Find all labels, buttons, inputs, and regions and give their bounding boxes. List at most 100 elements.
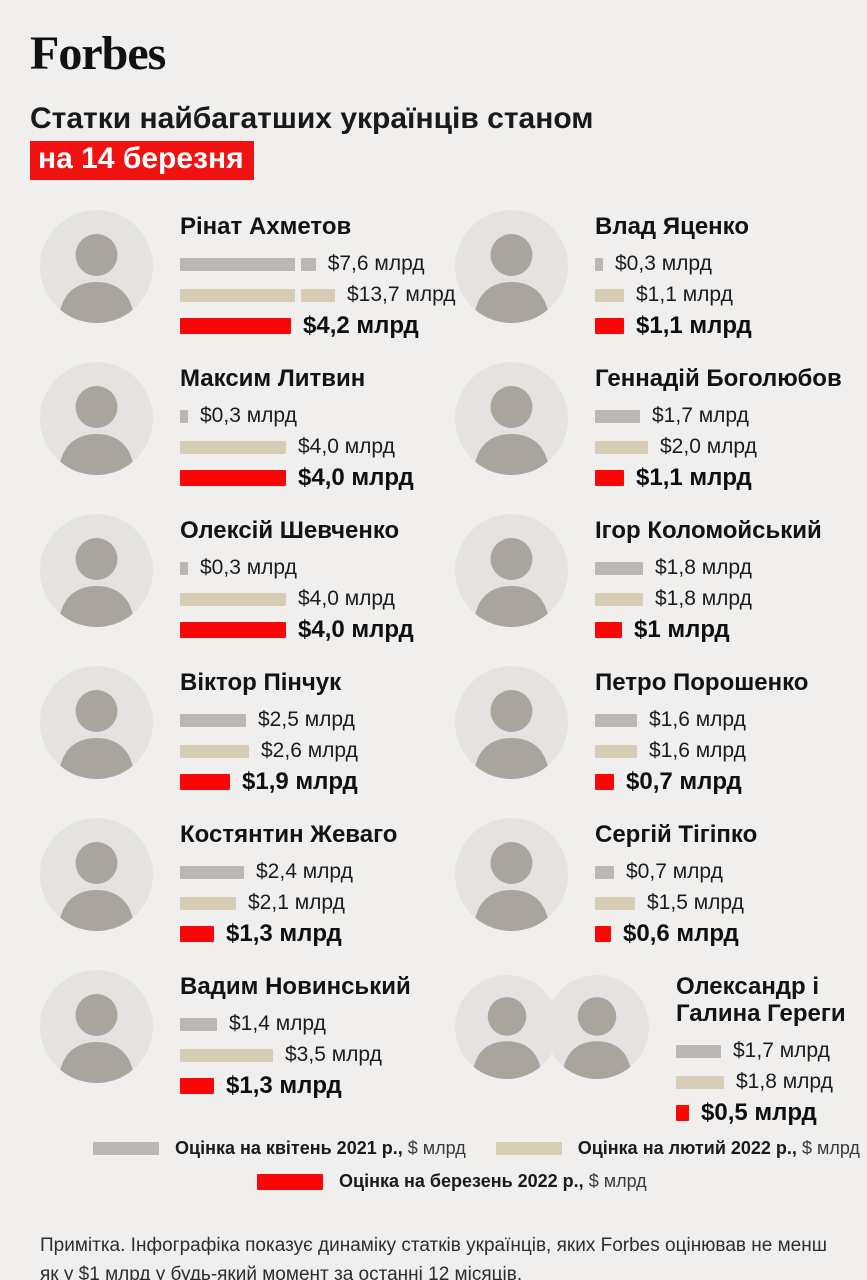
legend-unit: $ млрд xyxy=(407,1138,466,1158)
person-name: Геннадій Боголюбов xyxy=(595,365,842,392)
wealth-bars: $1,7 млрд $1,8 млрд $0,5 млрд xyxy=(676,1036,846,1129)
wealth-bar xyxy=(595,561,643,575)
wealth-value: $1,8 млрд xyxy=(655,587,752,611)
wealth-value: $4,0 млрд xyxy=(298,616,414,644)
wealth-bar-row: $4,0 млрд xyxy=(180,432,414,463)
person-card: Віктор Пінчук $2,5 млрд $2,6 млрд $1,9 млр… xyxy=(40,666,455,818)
legend-unit: $ млрд xyxy=(801,1138,860,1158)
wealth-bar-row: $2,1 млрд xyxy=(180,888,397,919)
person-info: Олександр і Галина Гереги $1,7 млрд $1,8 … xyxy=(676,970,846,1129)
wealth-value: $13,7 млрд xyxy=(347,283,456,307)
wealth-bar-row: $1,3 млрд xyxy=(180,919,397,950)
person-info: Максим Литвин $0,3 млрд $4,0 млрд $4,0 млр… xyxy=(180,362,414,494)
wealth-bar-overflow xyxy=(301,257,316,271)
person-card: Максим Литвин $0,3 млрд $4,0 млрд $4,0 млр… xyxy=(40,362,455,514)
avatar-photo xyxy=(40,514,153,627)
forbes-logo: Forbes xyxy=(30,27,166,80)
legend-item: Оцінка на березень 2022 р., $ млрд xyxy=(257,1171,647,1192)
wealth-bar-row: $1,8 млрд xyxy=(595,553,822,584)
wealth-bar-row: $1,6 млрд xyxy=(595,736,808,767)
person-card: Сергій Тігіпко $0,7 млрд $1,5 млрд $0,6 мл… xyxy=(455,818,867,970)
avatar-group xyxy=(40,666,153,779)
wealth-bar-row: $4,0 млрд xyxy=(180,584,414,615)
wealth-bar-row: $1,9 млрд xyxy=(180,767,358,798)
wealth-bar-row: $0,3 млрд xyxy=(180,553,414,584)
legend-row-1: Оцінка на квітень 2021 р., $ млрд Оцінка н… xyxy=(93,1132,867,1165)
wealth-value: $1,3 млрд xyxy=(226,920,342,948)
wealth-bar xyxy=(595,744,637,758)
person-card: Геннадій Боголюбов $1,7 млрд $2,0 млрд $1,… xyxy=(455,362,867,514)
legend-swatch xyxy=(257,1173,323,1190)
person-name: Костянтин Жеваго xyxy=(180,821,398,848)
wealth-bar-row: $0,5 млрд xyxy=(676,1098,846,1129)
wealth-bar xyxy=(676,1105,689,1122)
wealth-bars: $2,5 млрд $2,6 млрд $1,9 млрд xyxy=(180,705,358,798)
avatar-group xyxy=(40,362,153,475)
wealth-value: $0,7 млрд xyxy=(626,860,723,884)
wealth-bar xyxy=(180,1017,217,1031)
wealth-value: $1,4 млрд xyxy=(229,1012,326,1036)
person-name: Віктор Пінчук xyxy=(180,669,342,696)
legend-swatch xyxy=(495,1142,562,1155)
wealth-value: $1,1 млрд xyxy=(636,464,752,492)
legend-item: Оцінка на лютий 2022 р., $ млрд xyxy=(495,1138,860,1159)
wealth-value: $1,7 млрд xyxy=(733,1039,830,1063)
person-card: Петро Порошенко $1,6 млрд $1,6 млрд $0,7 м… xyxy=(455,666,867,818)
wealth-value: $0,7 млрд xyxy=(626,768,742,796)
legend-swatch xyxy=(93,1142,159,1155)
wealth-bar xyxy=(676,1075,724,1089)
legend-label: Оцінка на квітень 2021 р., xyxy=(175,1138,403,1158)
wealth-value: $1,8 млрд xyxy=(655,556,752,580)
wealth-bars: $2,4 млрд $2,1 млрд $1,3 млрд xyxy=(180,857,397,950)
wealth-value: $1,1 млрд xyxy=(636,312,752,340)
legend: Оцінка на квітень 2021 р., $ млрд Оцінка н… xyxy=(93,1132,867,1198)
wealth-bar xyxy=(180,1078,214,1095)
avatar-group xyxy=(455,362,568,475)
wealth-bar xyxy=(180,774,230,791)
wealth-value: $7,6 млрд xyxy=(327,252,425,276)
wealth-bar xyxy=(595,257,603,271)
wealth-bars: $0,3 млрд $4,0 млрд $4,0 млрд xyxy=(180,401,414,494)
avatar-group xyxy=(40,210,153,323)
wealth-value: $2,5 млрд xyxy=(258,708,355,732)
wealth-value: $0,3 млрд xyxy=(200,404,297,428)
legend-unit: $ млрд xyxy=(588,1171,647,1191)
wealth-bar xyxy=(595,318,624,335)
wealth-bar xyxy=(180,440,286,454)
wealth-bar-row: $0,3 млрд xyxy=(595,249,752,280)
wealth-bars: $0,3 млрд $4,0 млрд $4,0 млрд xyxy=(180,553,414,646)
wealth-bar xyxy=(180,744,249,758)
person-card: Влад Яценко $0,3 млрд $1,1 млрд $1,1 млрд xyxy=(455,210,867,362)
wealth-value: $4,0 млрд xyxy=(298,587,395,611)
wealth-value: $1,6 млрд xyxy=(649,739,746,763)
wealth-bar xyxy=(180,896,236,910)
wealth-value: $4,2 млрд xyxy=(303,312,419,340)
wealth-bar xyxy=(180,865,244,879)
wealth-value: $1,7 млрд xyxy=(652,404,749,428)
wealth-bars: $1,4 млрд $3,5 млрд $1,3 млрд xyxy=(180,1009,411,1102)
person-name: Сергій Тігіпко xyxy=(595,821,758,848)
wealth-bar xyxy=(676,1044,721,1058)
wealth-value: $1,3 млрд xyxy=(226,1072,342,1100)
wealth-bar xyxy=(180,318,291,335)
wealth-bars: $7,6 млрд $13,7 млрд $4,2 млрд xyxy=(180,249,456,342)
wealth-bar-row: $2,6 млрд xyxy=(180,736,358,767)
wealth-bar-row: $1 млрд xyxy=(595,615,822,646)
wealth-bar xyxy=(180,926,214,943)
wealth-bar xyxy=(180,561,188,575)
wealth-bar-row: $1,6 млрд xyxy=(595,705,808,736)
person-info: Олексій Шевченко $0,3 млрд $4,0 млрд $4,0 … xyxy=(180,514,414,646)
date-chip: на 14 березня xyxy=(30,141,254,180)
person-silhouette-icon xyxy=(472,997,542,1079)
person-name: Вадим Новинський xyxy=(180,973,411,1000)
wealth-bar xyxy=(595,713,637,727)
wealth-bar-row: $2,5 млрд xyxy=(180,705,358,736)
header: Forbes Статки найбагатших українців стан… xyxy=(0,0,867,180)
person-silhouette-icon xyxy=(59,994,134,1083)
wealth-value: $0,5 млрд xyxy=(701,1099,817,1127)
person-silhouette-icon xyxy=(474,386,549,475)
person-info: Сергій Тігіпко $0,7 млрд $1,5 млрд $0,6 мл… xyxy=(595,818,757,950)
wealth-bar-row: $1,1 млрд xyxy=(595,311,752,342)
person-info: Ігор Коломойський $1,8 млрд $1,8 млрд $1 м… xyxy=(595,514,822,646)
wealth-bar-row: $0,7 млрд xyxy=(595,767,808,798)
